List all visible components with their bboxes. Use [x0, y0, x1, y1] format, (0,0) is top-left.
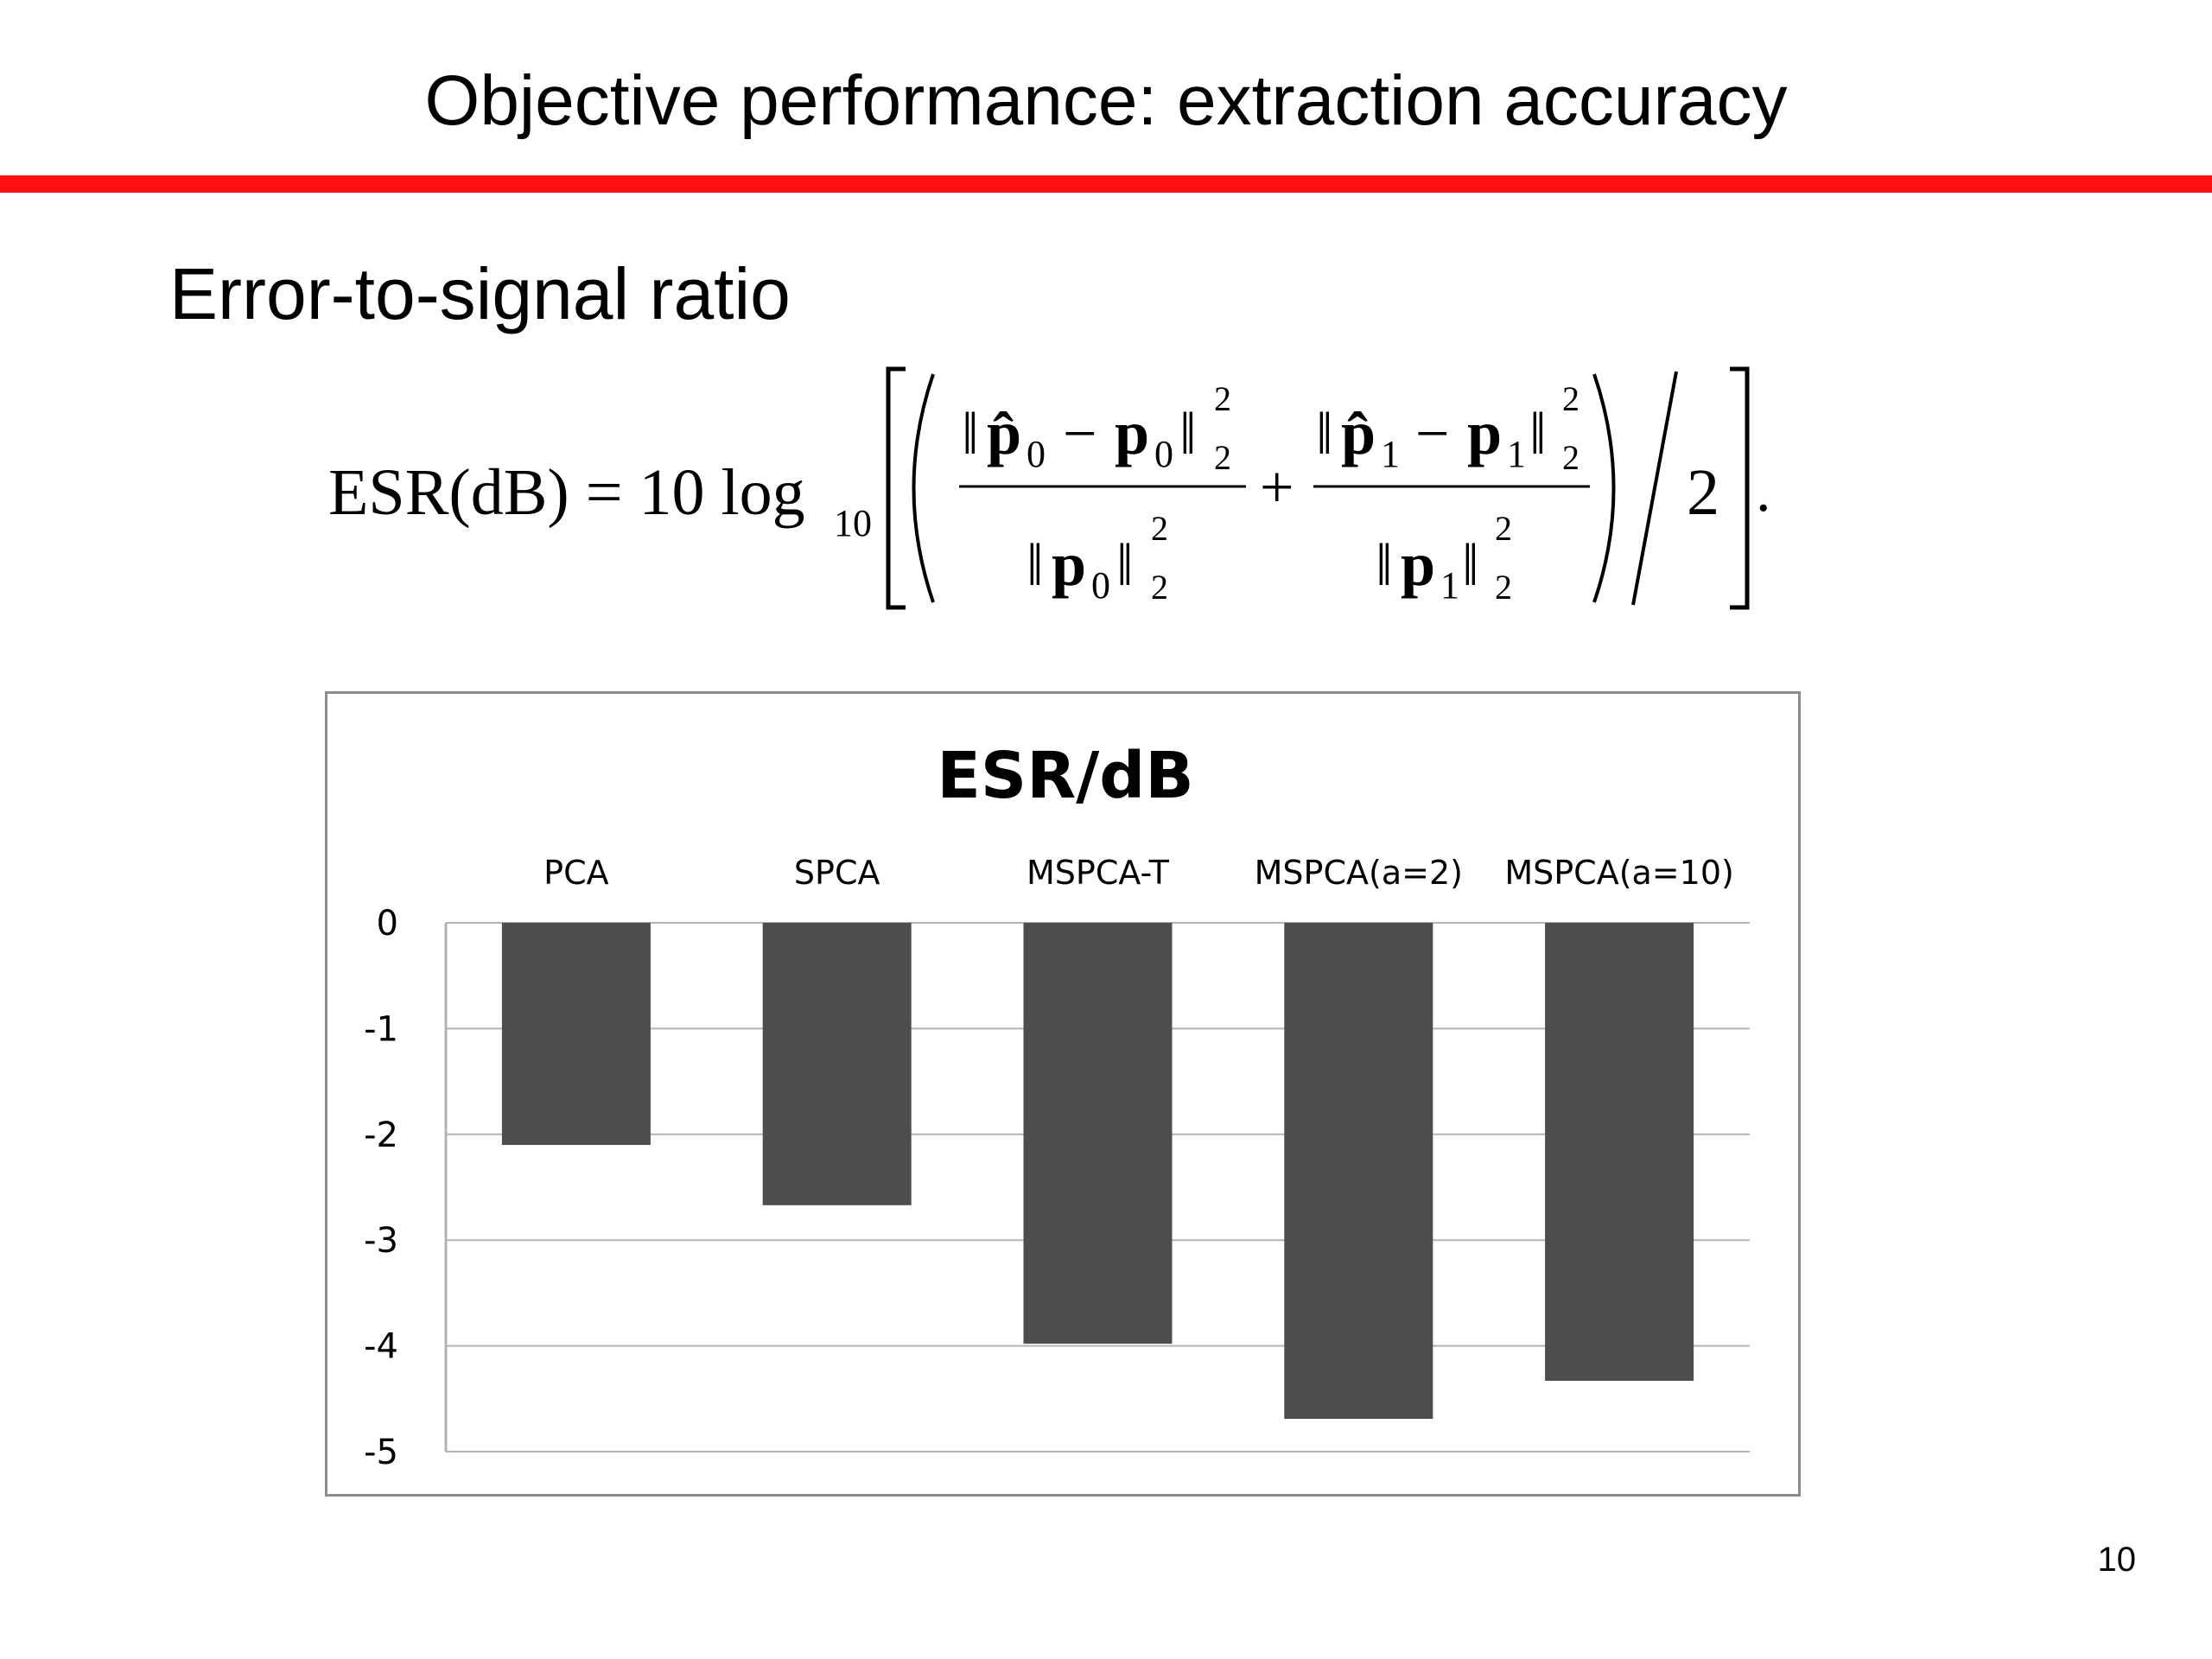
svg-text:‖: ‖: [1529, 401, 1547, 467]
svg-text:0: 0: [1027, 433, 1046, 475]
svg-text:1: 1: [1507, 433, 1526, 475]
chart-title: ESR/dB: [937, 739, 1193, 813]
svg-text:‖: ‖: [1376, 532, 1393, 599]
svg-text:2: 2: [1151, 509, 1168, 548]
svg-text:2: 2: [1151, 568, 1168, 607]
svg-text:0: 0: [1154, 433, 1173, 475]
esr-bar-chart: ESR/dB 0 -1 -2 -3 -4 -5 PCA SPCA MSPCA-T MSPCA(a=…: [364, 739, 1750, 1472]
svg-text:2: 2: [1495, 568, 1512, 607]
svg-text:p: p: [1115, 398, 1149, 467]
svg-text:1: 1: [1440, 564, 1459, 607]
bar-mspca-t: [1023, 923, 1173, 1344]
svg-text:p: p: [1467, 398, 1502, 467]
y-tick-label: -3: [364, 1221, 398, 1261]
svg-text:2: 2: [1214, 438, 1231, 477]
category-label: PCA: [543, 854, 608, 892]
category-label: MSPCA(a=2): [1255, 854, 1463, 892]
svg-text:p̂: p̂: [987, 398, 1021, 467]
svg-text:−: −: [1063, 401, 1096, 467]
fraction-term-0: ‖ p̂ 0 − p 0 ‖ 2 2 ‖ p 0 ‖ 2 2: [959, 379, 1246, 607]
formula-log-base: 10: [834, 502, 872, 544]
svg-text:p̂: p̂: [1341, 398, 1376, 467]
svg-text:2: 2: [1562, 438, 1580, 477]
svg-text:‖: ‖: [1316, 401, 1333, 467]
svg-text:‖: ‖: [962, 401, 979, 467]
svg-text:‖: ‖: [1179, 401, 1197, 467]
svg-text:2: 2: [1495, 509, 1512, 548]
y-tick-label: -5: [364, 1433, 398, 1472]
y-tick-label: -1: [364, 1009, 398, 1049]
svg-text:2: 2: [1214, 379, 1231, 418]
formula-lhs: ESR(dB) = 10 log: [328, 456, 805, 529]
subheading: Error-to-signal ratio: [169, 253, 791, 334]
svg-text:1: 1: [1381, 433, 1400, 475]
slide-title: Objective performance: extraction accura…: [424, 61, 1788, 140]
esr-formula: ESR(dB) = 10 log 10 ‖ p̂ 0 − p 0 ‖ 2 2 ‖…: [328, 359, 1797, 631]
y-tick-label: 0: [377, 904, 398, 944]
bar-pca: [501, 923, 651, 1146]
title-rule: [0, 175, 2212, 193]
svg-text:‖: ‖: [1027, 532, 1044, 599]
page-number: 10: [2097, 1541, 2137, 1579]
svg-text:2: 2: [1562, 379, 1580, 418]
svg-text:0: 0: [1091, 564, 1110, 607]
y-tick-label: -4: [364, 1327, 398, 1367]
svg-text:−: −: [1415, 401, 1449, 467]
svg-text:+: +: [1260, 454, 1294, 521]
formula-divisor: 2: [1687, 456, 1719, 529]
svg-text:.: .: [1756, 458, 1771, 524]
svg-text:‖: ‖: [1462, 532, 1479, 599]
bar-mspca-a-2: [1284, 923, 1433, 1420]
svg-text:p: p: [1401, 530, 1435, 599]
y-tick-label: -2: [364, 1116, 398, 1155]
category-label: SPCA: [794, 854, 880, 892]
bar-spca: [762, 923, 912, 1205]
svg-text:p: p: [1052, 530, 1086, 599]
fraction-term-1: ‖ p̂ 1 − p 1 ‖ 2 2 ‖ p 1 ‖ 2 2: [1313, 379, 1590, 607]
svg-text:‖: ‖: [1116, 532, 1134, 599]
category-label: MSPCA-T: [1027, 854, 1170, 892]
chart-frame: ESR/dB 0 -1 -2 -3 -4 -5 PCA SPCA MSPCA-T MSPCA(a=…: [325, 691, 1801, 1497]
category-label: MSPCA(a=10): [1504, 854, 1733, 892]
bar-mspca-a-10: [1545, 923, 1694, 1381]
